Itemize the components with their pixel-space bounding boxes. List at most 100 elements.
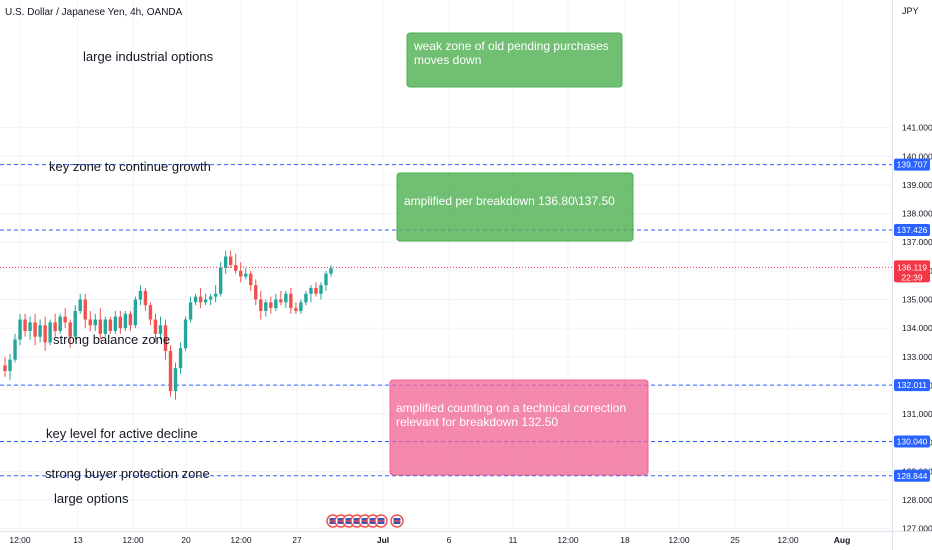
candle-body	[8, 359, 12, 372]
candle-body	[168, 351, 173, 392]
level-price-tag	[894, 158, 930, 171]
time-axis[interactable]: 12:00 13 12:00 20 12:00 27 Jul 6 11 12:00 18 12:00 2…	[0, 531, 932, 546]
candle-body	[18, 319, 22, 340]
candle-body	[244, 273, 248, 277]
candle-body	[133, 299, 138, 326]
chart-annotation: key zone to continue growth	[49, 159, 211, 174]
candle-body	[53, 322, 57, 331]
chart-annotation: large industrial options	[83, 49, 214, 64]
level-price-label: 132.011	[897, 380, 927, 390]
annotation-box-text: weak zone of old pending purchases	[413, 39, 609, 53]
chart-annotation: key level for active decline	[46, 426, 198, 441]
candle-body	[98, 319, 102, 334]
candle-body	[63, 316, 67, 323]
level-price-tag	[894, 223, 930, 236]
candle-body	[43, 325, 47, 343]
time-tick-label: 12:00	[9, 535, 31, 545]
time-tick-label: 27	[292, 535, 302, 545]
annotation-box-text: moves down	[414, 53, 481, 67]
time-tick-label: 25	[730, 535, 740, 545]
annotation-box[interactable]	[396, 172, 634, 242]
candle-body	[259, 299, 263, 311]
candle-body	[68, 322, 72, 337]
candle-body	[274, 299, 278, 309]
annotation-box[interactable]	[389, 379, 649, 476]
candle-body	[188, 302, 193, 320]
time-tick-label: Jul	[377, 535, 389, 545]
price-tick-label: 140.000	[902, 151, 932, 161]
candle-body	[3, 365, 7, 372]
candle-body	[183, 319, 188, 349]
candlestick-series	[3, 250, 333, 400]
level-price-tag	[894, 435, 930, 448]
us-flag-event-icon[interactable]	[390, 514, 404, 528]
time-tick-label: 11	[509, 535, 518, 545]
candle-body	[58, 316, 62, 331]
candle-body	[93, 319, 97, 326]
candle-body	[158, 325, 163, 334]
candle-body	[234, 265, 238, 271]
chart-annotation: large options	[54, 491, 129, 506]
candle-body	[193, 296, 198, 303]
candle-body	[73, 310, 77, 337]
time-tick-label: 12:00	[668, 535, 690, 545]
candle-body	[103, 319, 108, 334]
candle-body	[309, 288, 313, 294]
level-price-tag	[894, 469, 930, 482]
text-annotations: large industrial options key zone to cont…	[45, 49, 214, 506]
candle-body	[213, 293, 218, 297]
candle-body	[284, 293, 288, 303]
candle-body	[113, 316, 118, 331]
candle-body	[228, 256, 233, 266]
annotation-boxes[interactable]: weak zone of old pending purchasesmoves …	[389, 32, 649, 476]
current-price-tag	[894, 260, 930, 283]
candle-body	[223, 256, 228, 268]
candle-body	[48, 322, 52, 343]
candle-body	[163, 325, 168, 352]
price-tick-label: 139.000	[902, 180, 932, 190]
candle-body	[148, 305, 153, 320]
price-tick-label: 133.000	[902, 352, 932, 362]
candle-body	[208, 296, 213, 300]
candle-body	[304, 293, 308, 303]
candle-body	[83, 299, 87, 320]
candle-body	[13, 339, 17, 360]
level-price-label: 137.426	[897, 225, 928, 235]
candle-body	[329, 267, 333, 274]
candle-body	[294, 308, 298, 311]
level-price-label: 128.844	[897, 471, 928, 481]
price-tick-label: 135.000	[902, 294, 932, 304]
candle-body	[123, 313, 128, 329]
candle-body	[38, 325, 42, 337]
bar-countdown: 22:39	[901, 272, 923, 282]
candle-body	[78, 299, 82, 311]
candle-body	[128, 313, 133, 326]
candle-body	[153, 319, 158, 334]
price-tick-label: 138.000	[902, 209, 932, 219]
annotation-box-text: amplified counting on a technical correc…	[396, 401, 626, 415]
annotation-box[interactable]	[406, 32, 623, 88]
current-price-label: 136.119	[897, 262, 927, 272]
candle-body	[264, 302, 268, 311]
candle-body	[324, 273, 328, 286]
us-flag-event-icon[interactable]	[374, 514, 388, 528]
time-tick-label: 6	[447, 535, 452, 545]
symbol-title: U.S. Dollar / Japanese Yen, 4h, OANDA	[5, 7, 183, 18]
candle-body	[254, 285, 258, 300]
annotation-box-text: relevant for breakdown 132.50	[396, 415, 558, 429]
event-markers[interactable]	[326, 514, 404, 528]
candle-body	[143, 290, 148, 306]
chart-annotation: strong balance zone	[53, 332, 170, 347]
price-axis[interactable]: 141.000140.000139.000138.000137.000136.0…	[892, 0, 932, 550]
time-tick-label: 12:00	[230, 535, 252, 545]
candle-body	[33, 322, 37, 337]
candle-body	[319, 285, 323, 294]
candle-body	[118, 316, 123, 329]
level-price-tag	[894, 379, 930, 392]
time-tick-label: 20	[181, 535, 191, 545]
price-tick-label: 134.000	[902, 323, 932, 333]
price-tick-label: 141.000	[902, 123, 932, 133]
candle-body	[203, 299, 208, 303]
